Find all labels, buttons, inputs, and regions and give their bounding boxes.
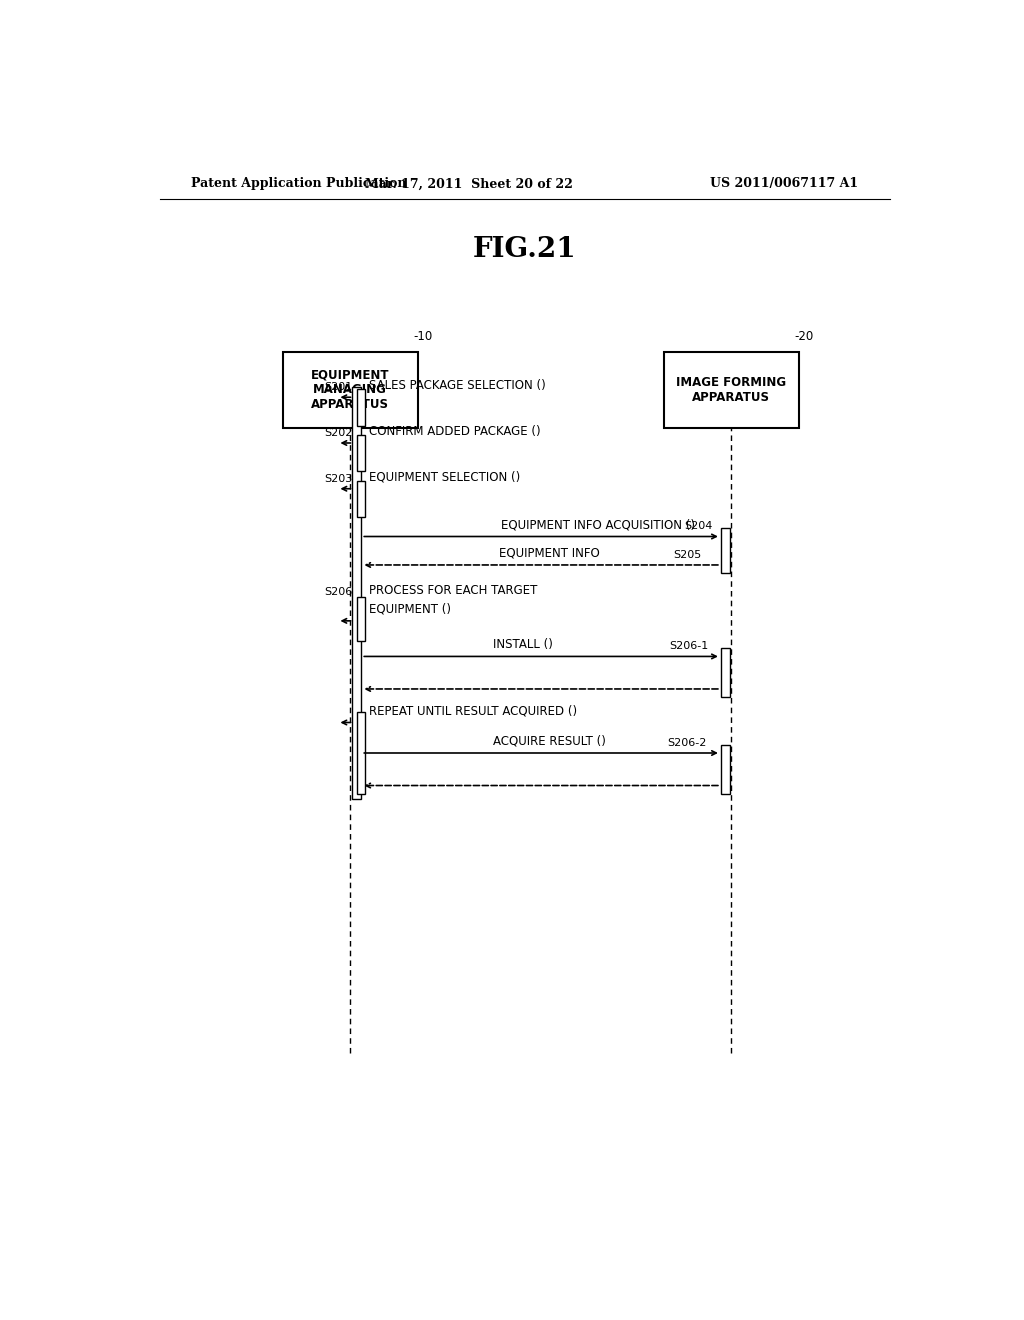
Bar [357, 713, 366, 793]
Text: S206: S206 [325, 587, 352, 598]
Bar [357, 389, 366, 426]
Text: EQUIPMENT SELECTION (): EQUIPMENT SELECTION () [370, 471, 520, 483]
Bar [721, 648, 730, 697]
Text: Mar. 17, 2011  Sheet 20 of 22: Mar. 17, 2011 Sheet 20 of 22 [366, 177, 573, 190]
Text: -10: -10 [414, 330, 433, 343]
Bar [721, 528, 730, 573]
Text: S204: S204 [684, 521, 713, 532]
Text: US 2011/0067117 A1: US 2011/0067117 A1 [710, 177, 858, 190]
Text: EQUIPMENT INFO ACQUISITION (): EQUIPMENT INFO ACQUISITION () [502, 519, 695, 532]
Bar [357, 598, 366, 642]
Text: FIG.21: FIG.21 [473, 236, 577, 264]
Text: S203: S203 [325, 474, 352, 483]
Text: SALES PACKAGE SELECTION (): SALES PACKAGE SELECTION () [370, 379, 546, 392]
Text: ACQUIRE RESULT (): ACQUIRE RESULT () [494, 735, 606, 748]
Text: PROCESS FOR EACH TARGET: PROCESS FOR EACH TARGET [370, 585, 538, 598]
Bar [283, 351, 418, 428]
Bar [721, 744, 730, 793]
Text: Patent Application Publication: Patent Application Publication [191, 177, 407, 190]
Bar [357, 434, 366, 471]
Text: -20: -20 [795, 330, 814, 343]
Text: S206-2: S206-2 [668, 738, 707, 748]
Text: S205: S205 [673, 550, 701, 560]
Text: IMAGE FORMING
APPARATUS: IMAGE FORMING APPARATUS [676, 376, 786, 404]
Bar [352, 387, 361, 799]
Text: REPEAT UNTIL RESULT ACQUIRED (): REPEAT UNTIL RESULT ACQUIRED () [370, 705, 578, 718]
Text: INSTALL (): INSTALL () [494, 639, 553, 651]
Text: EQUIPMENT (): EQUIPMENT () [370, 603, 452, 615]
Text: S201: S201 [325, 383, 352, 392]
Text: EQUIPMENT INFO: EQUIPMENT INFO [499, 546, 599, 560]
Bar [664, 351, 799, 428]
Text: CONFIRM ADDED PACKAGE (): CONFIRM ADDED PACKAGE () [370, 425, 541, 438]
Bar [357, 480, 366, 517]
Text: EQUIPMENT
MANAGING
APPARATUS: EQUIPMENT MANAGING APPARATUS [311, 368, 389, 411]
Text: S202: S202 [325, 428, 352, 438]
Text: S206-1: S206-1 [670, 642, 709, 651]
